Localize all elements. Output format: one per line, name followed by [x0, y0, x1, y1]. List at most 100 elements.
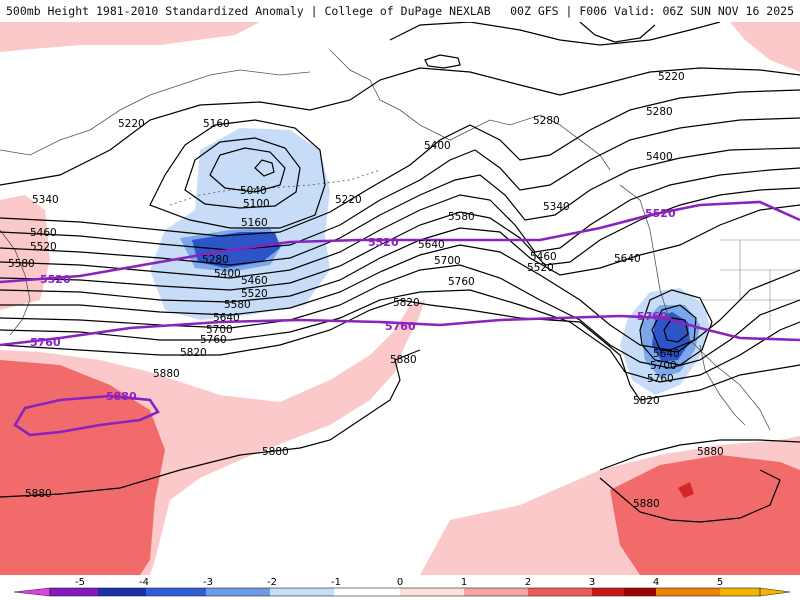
legend-tick: -5	[75, 577, 85, 588]
contour-label: 5760	[200, 334, 227, 346]
highlight-contours	[0, 200, 800, 437]
contour-label: 5700	[206, 324, 233, 336]
legend-bin	[528, 588, 592, 596]
contour-label: 5280	[202, 254, 229, 266]
coastlines	[0, 49, 800, 431]
contour-label: 5700	[434, 255, 461, 267]
contour-label: 5220	[658, 71, 685, 83]
contour-label: 5520	[527, 262, 554, 274]
contour-5040	[209, 147, 286, 193]
contour-label: 5280	[533, 115, 560, 127]
anomaly-neg-pacific	[150, 128, 330, 320]
legend-bin	[146, 588, 206, 596]
contour-5460	[0, 167, 800, 279]
contour-5700	[0, 264, 800, 369]
legend-bin	[50, 588, 98, 596]
contour-5760	[0, 289, 800, 383]
legend-tick: -3	[203, 577, 213, 588]
contour-label: 5880	[25, 488, 52, 500]
contour-label: 5400	[424, 140, 451, 152]
highlight-label: 5520	[645, 207, 676, 220]
contour-label: 5040	[240, 185, 267, 197]
contour-north-ring	[389, 22, 721, 46]
legend-tick: -1	[331, 577, 341, 588]
legend-bin	[270, 588, 334, 596]
legend-tick: 3	[589, 577, 595, 588]
contour-5100	[184, 137, 301, 209]
highlight-contour-5520	[0, 200, 800, 284]
contour-label: 5340	[543, 201, 570, 213]
highlight-label: 5520	[368, 236, 399, 249]
contour-low-center	[254, 159, 275, 177]
anomaly-pos-core	[678, 482, 694, 498]
contour-label: 5880	[153, 368, 180, 380]
height-contours	[0, 22, 800, 523]
legend-colorbar: -5 -4 -3 -2 -1 0 1 2 3 4 5	[13, 577, 791, 597]
contour-label: 5460	[241, 275, 268, 287]
legend-bin	[624, 588, 656, 596]
highlight-label: 5880	[106, 390, 137, 403]
highlight-label: 5520	[40, 273, 71, 286]
contour-label: 5520	[30, 241, 57, 253]
positive-anomaly-shading	[0, 22, 800, 575]
legend-bin	[720, 588, 760, 596]
legend-arrow-right	[759, 587, 791, 597]
coastline-siberia	[0, 69, 311, 156]
coastline-aleutians	[169, 169, 381, 206]
contour-label: 5160	[241, 217, 268, 229]
legend-frame	[49, 587, 761, 597]
legend-bin	[592, 588, 624, 596]
anomaly-pos-southeast-strong	[610, 455, 800, 575]
legend-tick: 5	[717, 577, 723, 588]
highlight-contour-5880	[13, 394, 160, 437]
contour-5580	[0, 204, 800, 303]
contour-arctic-ring	[579, 22, 656, 43]
anomaly-legend: -5 -4 -3 -2 -1 0 1 2 3 4 5	[0, 575, 800, 600]
contour-label: 5640	[418, 239, 445, 251]
contour-label: 5880	[262, 446, 289, 458]
contour-5820	[0, 299, 800, 401]
contour-label: 5400	[214, 268, 241, 280]
contour-label: 5520	[241, 288, 268, 300]
contour-label: 5760	[647, 373, 674, 385]
contour-label: 5640	[653, 348, 680, 360]
anomaly-pos-north	[0, 22, 260, 52]
contour-5880-south	[0, 349, 421, 498]
contour-label: 5880	[390, 354, 417, 366]
contour-label: 5880	[633, 498, 660, 510]
legend-bin	[464, 588, 528, 596]
coastline-alaska	[329, 49, 611, 171]
coastline-west-coast	[619, 184, 771, 431]
contour-5280	[0, 89, 800, 237]
legend-tick: 0	[397, 577, 403, 588]
contour-label: 5820	[180, 347, 207, 359]
contour-label: 5640	[614, 253, 641, 265]
contour-label: 5460	[30, 227, 57, 239]
contour-label: 5580	[224, 299, 251, 311]
map-header: 500mb Height 1981-2010 Standardized Anom…	[0, 0, 800, 22]
legend-tick: 2	[525, 577, 531, 588]
anomaly-pos-northeast	[730, 22, 800, 72]
contour-label: 5700	[650, 360, 677, 372]
contour-california-low-2	[651, 304, 697, 353]
contour-label: 5100	[243, 198, 270, 210]
anomaly-pos-west-strong	[0, 360, 165, 575]
contour-north-loop	[424, 54, 461, 69]
contour-5220	[0, 67, 800, 186]
legend-bin	[334, 588, 400, 596]
contour-5160	[149, 119, 326, 229]
contour-label: 5760	[448, 276, 475, 288]
contour-label: 5220	[118, 118, 145, 130]
contour-california-low-1	[639, 289, 713, 366]
contour-label: 5220	[335, 194, 362, 206]
legend-tick: -2	[267, 577, 277, 588]
legend-arrow-left	[13, 587, 51, 597]
legend-tick: -4	[139, 577, 149, 588]
contour-label: 5340	[32, 194, 59, 206]
anomaly-map: 5220 5160 5040 5100 5160 5220 5280 5400 …	[0, 22, 800, 575]
valid-time-label: 00Z GFS | F006 Valid: 06Z SUN NOV 16 202…	[510, 4, 794, 18]
coastline-kamchatka	[0, 229, 31, 336]
contour-label-layer: 5220 5160 5040 5100 5160 5220 5280 5400 …	[8, 71, 724, 510]
contour-5880-se	[599, 439, 800, 471]
contour-california-low-3	[663, 317, 689, 343]
